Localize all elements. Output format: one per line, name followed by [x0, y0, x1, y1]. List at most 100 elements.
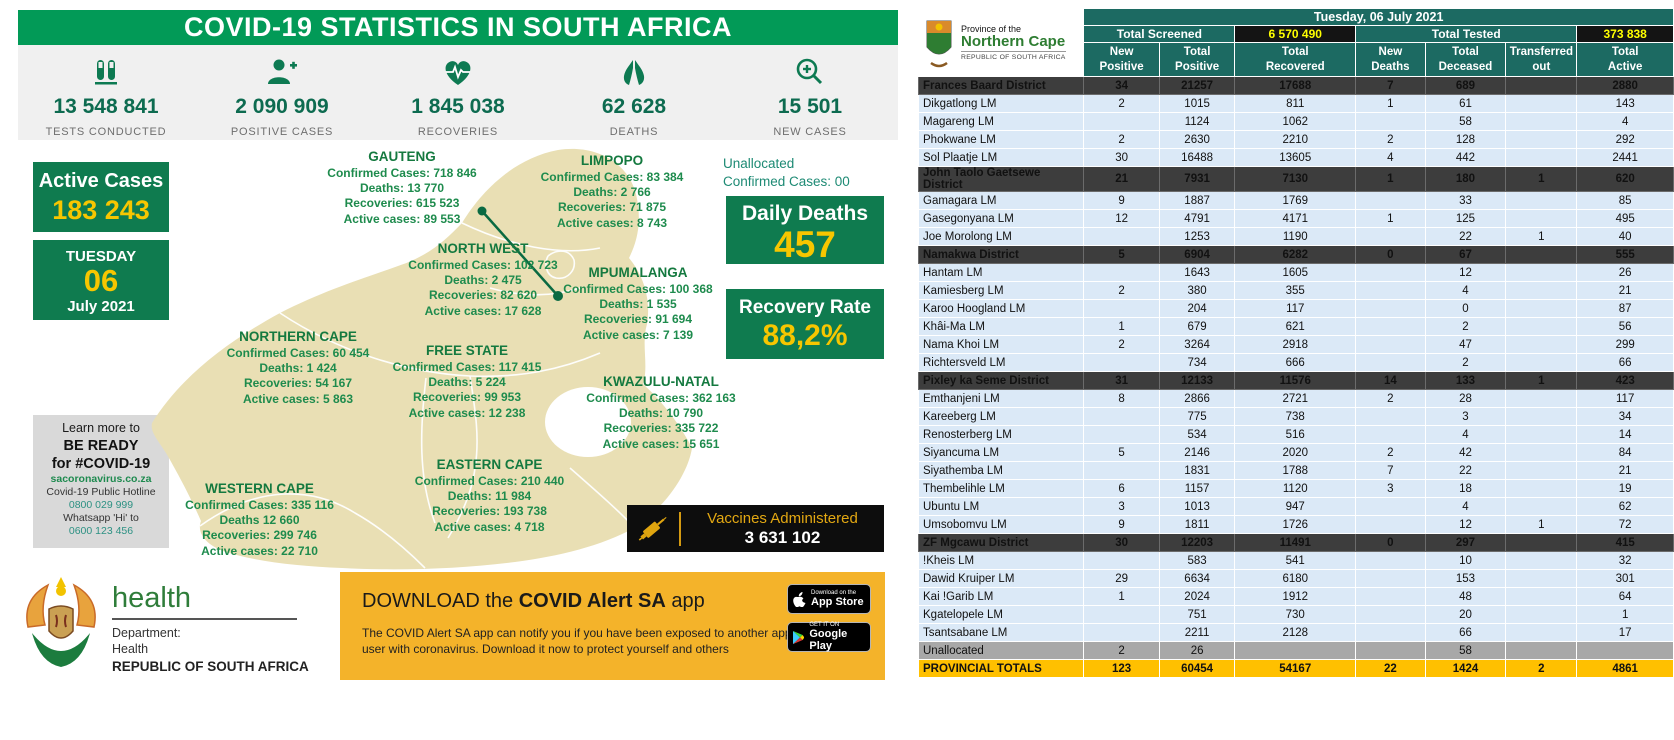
column-header-transferred-out: Transferred out [1505, 42, 1578, 77]
table-cell: 2 [1355, 443, 1426, 462]
table-cell [1505, 191, 1578, 210]
table-cell [1083, 461, 1160, 480]
row-name: Emthanjeni LM [917, 389, 1085, 408]
province-labels-layer: GAUTENG Confirmed Cases: 718 846 Deaths: … [185, 148, 736, 558]
app-banner-title: DOWNLOAD the COVID Alert SA app [362, 590, 873, 613]
table-cell: 3264 [1158, 335, 1236, 354]
table-date-header: Tuesday, 06 July 2021 [1083, 8, 1674, 26]
table-cell: 128 [1424, 130, 1507, 149]
table-cell: 583 [1158, 551, 1236, 570]
northern-cape-stats-table: Province of the Northern Cape REPUBLIC O… [917, 8, 1674, 678]
province-stat-line: Active cases: 22 710 [201, 543, 318, 558]
province-stat-line: Recoveries: 299 746 [202, 528, 317, 543]
table-cell: 40 [1576, 227, 1674, 246]
table-cell: 62 [1576, 497, 1674, 516]
table-cell: 0 [1355, 245, 1426, 264]
table-row: !Kheis LM 583 541 10 32 [917, 551, 1674, 570]
table-cell: 1 [1083, 587, 1160, 606]
table-cell: 19 [1576, 479, 1674, 498]
active-cases-box: Active Cases 183 243 [33, 162, 169, 232]
table-cell: 2 [1083, 335, 1160, 354]
table-cell: 4861 [1576, 659, 1674, 678]
table-cell: 2 [1083, 130, 1160, 149]
table-cell: 21 [1576, 281, 1674, 300]
row-name: Pixley ka Seme District [917, 371, 1085, 390]
table-cell: 415 [1576, 533, 1674, 552]
table-cell: 3 [1355, 479, 1426, 498]
province-stat-line: Active cases: 15 651 [602, 436, 720, 451]
row-name: Tsantsabane LM [917, 623, 1085, 642]
national-stats-band: 13 548 841 TESTS CONDUCTED 2 090 909 POS… [18, 45, 898, 140]
title-bold: COVID Alert SA [518, 590, 666, 612]
google-play-badge[interactable]: GET IT ON Google Play [787, 622, 871, 652]
table-cell: 0 [1355, 533, 1426, 552]
table-cell: 2 [1355, 389, 1426, 408]
hotline-number: 0800 029 999 [68, 499, 134, 512]
table-cell: 8 [1083, 389, 1160, 408]
table-cell: 4 [1424, 281, 1507, 300]
health-brand: health [112, 582, 192, 614]
table-cell: 12133 [1158, 371, 1236, 390]
table-cell: 423 [1576, 371, 1674, 390]
table-cell [1505, 641, 1578, 660]
table-cell: 28 [1424, 389, 1507, 408]
province-name: NORTH WEST [437, 241, 529, 256]
row-name: Ubuntu LM [917, 497, 1085, 516]
table-row: Joe Morolong LM 1253 1190 22 1 40 [917, 227, 1674, 246]
total-screened-label: Total Screened [1083, 25, 1236, 43]
row-name: Sol Plaatje LM [917, 148, 1085, 167]
table-cell: 5 [1083, 245, 1160, 264]
stat-label: DEATHS [609, 126, 659, 138]
app-store-badge[interactable]: Download on the App Store [787, 584, 871, 614]
row-name: Siyancuma LM [917, 443, 1085, 462]
active-cases-value: 183 243 [52, 195, 150, 225]
table-row: Karoo Hoogland LM 204 117 0 87 [917, 299, 1674, 318]
table-cell: 2146 [1158, 443, 1236, 462]
table-cell [1355, 623, 1426, 642]
table-cell [1505, 551, 1578, 570]
table-cell: 1120 [1234, 479, 1357, 498]
table-cell: 2880 [1576, 76, 1674, 95]
table-cell [1505, 443, 1578, 462]
table-cell: 54167 [1234, 659, 1357, 678]
stat-label: POSITIVE CASES [230, 126, 334, 138]
province-label-block: GAUTENG Confirmed Cases: 718 846 Deaths: … [292, 148, 512, 227]
stat-value: 15 501 [777, 95, 843, 118]
title-suffix: app [665, 590, 705, 612]
table-cell: 2 [1083, 641, 1160, 660]
table-row: Kai !Garib LM 1 2024 1912 48 64 [917, 587, 1674, 606]
table-cell: 1811 [1158, 515, 1236, 534]
table-cell [1505, 209, 1578, 228]
table-cell: 4791 [1158, 209, 1236, 228]
table-cell [1355, 641, 1426, 660]
table-cell [1355, 605, 1426, 624]
table-cell: 297 [1424, 533, 1507, 552]
date-month-year: July 2021 [67, 297, 135, 315]
table-cell [1355, 551, 1426, 570]
province-stat-line: Recoveries: 91 694 [583, 312, 693, 327]
table-cell: 84 [1576, 443, 1674, 462]
table-cell: 6282 [1234, 245, 1357, 264]
northern-cape-crest-icon [926, 20, 952, 67]
stat-label: TESTS CONDUCTED [45, 126, 167, 138]
table-cell: 380 [1158, 281, 1236, 300]
table-cell: 2 [1355, 130, 1426, 149]
province-stat-line: Recoveries: 335 722 [603, 421, 719, 436]
table-cell: 1605 [1234, 263, 1357, 282]
table-cell: 4 [1576, 112, 1674, 131]
province-stat-line: Deaths: 1 535 [599, 296, 677, 311]
table-cell: 2 [1083, 281, 1160, 300]
table-cell: 2 [1424, 353, 1507, 372]
province-name: WESTERN CAPE [205, 481, 314, 496]
table-cell [1505, 335, 1578, 354]
vaccines-label: Vaccines Administered [707, 509, 858, 527]
table-cell: 4 [1424, 425, 1507, 444]
table-cell: 2721 [1234, 389, 1357, 408]
table-cell: 2020 [1234, 443, 1357, 462]
province-stat-line: Active cases: 7 139 [582, 327, 694, 342]
table-cell [1083, 407, 1160, 426]
recovery-rate-label: Recovery Rate [738, 297, 872, 318]
table-row: Ubuntu LM 3 1013 947 4 62 [917, 497, 1674, 516]
table-row: Namakwa District 5 6904 6282 0 67 555 [917, 245, 1674, 264]
table-cell: 10 [1424, 551, 1507, 570]
